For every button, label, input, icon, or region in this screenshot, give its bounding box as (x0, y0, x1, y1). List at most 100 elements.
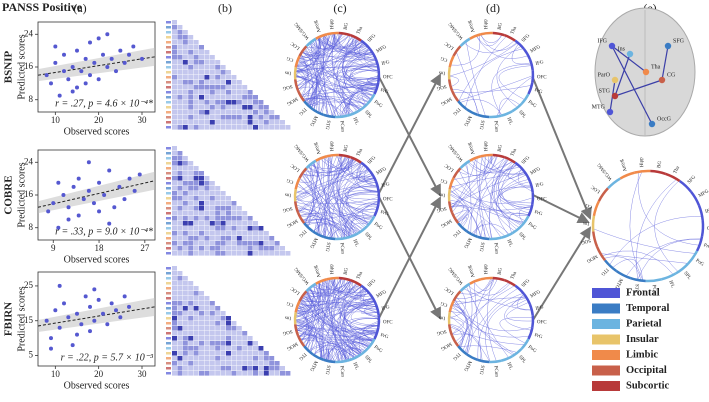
region-arc (350, 156, 362, 164)
region-arc (595, 246, 606, 262)
row-tag (166, 212, 171, 215)
heatmap-cell (172, 246, 177, 251)
row-tag (166, 207, 171, 210)
x-axis-label: Observed scores (64, 380, 130, 391)
heatmap-cell (188, 80, 194, 85)
heatmap-cell (177, 351, 183, 356)
region-label: Hipp (329, 263, 335, 274)
region-arc (697, 204, 704, 221)
region-arc (452, 290, 462, 302)
chord (295, 327, 339, 363)
point (49, 336, 53, 341)
region-arc (531, 192, 535, 205)
y-tick-label: 24 (24, 156, 34, 166)
heatmap-cell (258, 110, 264, 115)
row-tag (166, 302, 171, 305)
chord (297, 60, 333, 117)
region-arc (687, 250, 699, 265)
region-arc (489, 114, 502, 119)
chord (304, 219, 351, 237)
heatmap-cell (177, 35, 183, 40)
heatmap-cell (231, 95, 237, 100)
heatmap-cell (247, 125, 253, 130)
legend-label: Insular (626, 334, 659, 345)
row-tag (166, 187, 171, 190)
heatmap-cell (182, 276, 188, 281)
chord (323, 35, 360, 47)
chord (346, 191, 379, 200)
heatmap-cell (209, 80, 215, 85)
region-arc (305, 282, 317, 293)
heatmap-cell (226, 85, 231, 90)
region-arc (603, 259, 618, 273)
region-arc (296, 90, 306, 102)
chord (333, 36, 355, 114)
heatmap-cell (199, 226, 204, 231)
heatmap-cell (172, 266, 177, 271)
heatmap-cell (247, 226, 253, 231)
heatmap-cell (193, 90, 199, 95)
region-arc (489, 359, 502, 364)
point (57, 283, 62, 288)
heatmap-cell (204, 226, 210, 231)
node (658, 76, 666, 84)
chord (313, 162, 358, 235)
chord (359, 285, 375, 302)
chord (296, 305, 309, 312)
chord (295, 165, 365, 203)
heatmap-cell (177, 196, 183, 201)
chord (463, 288, 532, 311)
chord (484, 155, 522, 226)
heatmap-cell (220, 125, 226, 130)
heatmap-cell (177, 75, 183, 80)
heatmap-cell (236, 80, 242, 85)
chord (304, 293, 374, 341)
chord (489, 158, 509, 240)
heatmap-cell (209, 105, 215, 110)
y-tick-label: 25 (24, 280, 34, 290)
chord (337, 154, 372, 178)
region-arc (350, 279, 362, 287)
legend-label: Limbic (626, 349, 658, 360)
point (75, 311, 79, 316)
heatmap-cell (226, 246, 231, 251)
heatmap-cell (188, 281, 194, 286)
point (92, 287, 97, 292)
heatmap-cell (177, 216, 183, 221)
heatmap-cell (182, 231, 188, 236)
region-label: PCun (339, 121, 345, 133)
heatmap-cell (172, 105, 177, 110)
heatmap-cell (182, 246, 188, 251)
heatmap-cell (231, 326, 237, 331)
region-arc (373, 204, 380, 217)
point (92, 318, 97, 323)
heatmap-cell (172, 30, 177, 35)
heatmap-cell (177, 100, 183, 105)
x-tick-label: 10 (51, 369, 61, 379)
chord (499, 181, 531, 222)
region-label: CG (286, 300, 295, 307)
heatmap-cell (204, 241, 210, 246)
heatmap-cell (236, 110, 242, 115)
region-arc (346, 355, 359, 362)
chord (451, 157, 506, 213)
heatmap-cell (231, 100, 237, 105)
chord (297, 305, 324, 360)
heatmap-cell (199, 316, 204, 321)
chord (495, 179, 530, 236)
chord (340, 299, 374, 361)
heatmap-cell (177, 50, 183, 55)
heatmap-cell (269, 110, 275, 115)
row-tag (166, 282, 171, 285)
point (118, 48, 123, 53)
point (49, 81, 53, 86)
heatmap-cell (177, 221, 183, 226)
heatmap-cell (177, 181, 183, 186)
region-label: IPL (351, 362, 358, 371)
row-tag (166, 91, 171, 94)
chord (294, 37, 320, 74)
row-tag (166, 172, 171, 175)
heatmap-cell (274, 371, 280, 376)
